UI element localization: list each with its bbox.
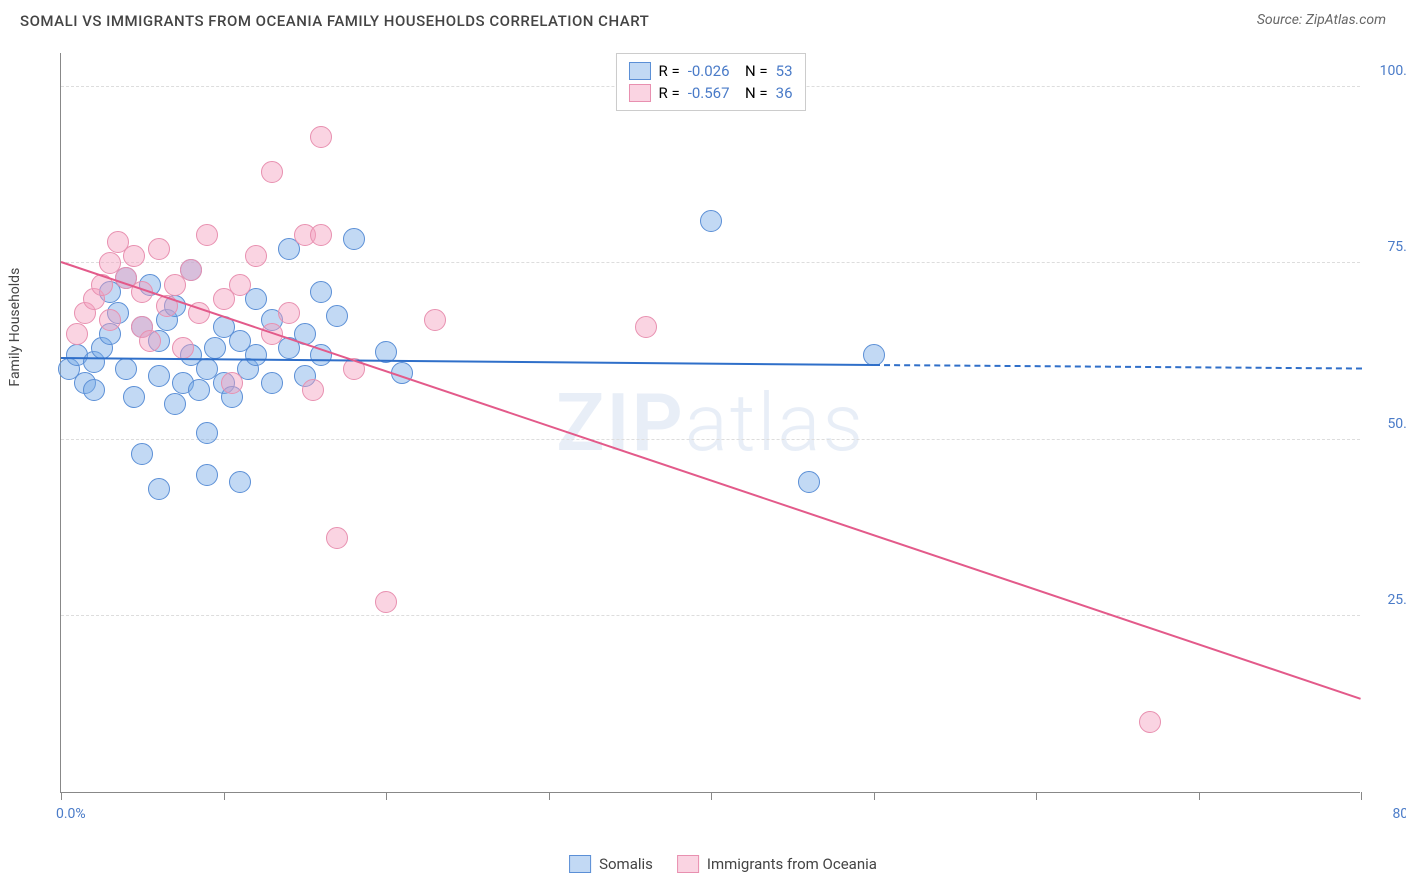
chart-header: SOMALI VS IMMIGRANTS FROM OCEANIA FAMILY… bbox=[0, 0, 1406, 38]
chart-container: Family Households ZIPatlas R = -0.026 N … bbox=[60, 38, 1386, 838]
data-point bbox=[123, 386, 145, 408]
plot-area: ZIPatlas R = -0.026 N = 53R = -0.567 N =… bbox=[60, 53, 1360, 793]
data-point bbox=[123, 245, 145, 267]
legend-r-value: -0.026 bbox=[688, 62, 730, 80]
data-point bbox=[261, 161, 283, 183]
data-point bbox=[221, 372, 243, 394]
data-point bbox=[99, 309, 121, 331]
xtick bbox=[1199, 792, 1200, 800]
series-legend: Somalis Immigrants from Oceania bbox=[569, 855, 877, 873]
data-point bbox=[635, 316, 657, 338]
ytick-label: 100.0% bbox=[1380, 63, 1406, 79]
data-point bbox=[188, 379, 210, 401]
xtick bbox=[874, 792, 875, 800]
ytick-label: 25.0% bbox=[1387, 592, 1406, 608]
legend-n-value: 36 bbox=[776, 84, 793, 102]
data-point bbox=[798, 471, 820, 493]
legend-r-label: R = bbox=[658, 62, 679, 80]
data-point bbox=[700, 210, 722, 232]
data-point bbox=[310, 281, 332, 303]
data-point bbox=[326, 305, 348, 327]
data-point bbox=[180, 259, 202, 281]
source-credit: Source: ZipAtlas.com bbox=[1257, 12, 1386, 30]
data-point bbox=[326, 527, 348, 549]
ytick-label: 75.0% bbox=[1387, 239, 1406, 255]
legend-swatch bbox=[677, 855, 699, 873]
data-point bbox=[148, 478, 170, 500]
data-point bbox=[148, 365, 170, 387]
legend-row: R = -0.026 N = 53 bbox=[628, 60, 792, 82]
legend-r-label: R = bbox=[658, 84, 679, 102]
data-point bbox=[196, 224, 218, 246]
legend-r-value: -0.567 bbox=[688, 84, 730, 102]
legend-swatch bbox=[569, 855, 591, 873]
data-point bbox=[229, 274, 251, 296]
data-point bbox=[229, 471, 251, 493]
data-point bbox=[139, 330, 161, 352]
gridline bbox=[61, 439, 1360, 440]
xtick bbox=[386, 792, 387, 800]
trend-line bbox=[61, 261, 1362, 700]
data-point bbox=[245, 245, 267, 267]
watermark: ZIPatlas bbox=[556, 376, 865, 470]
legend-n-label: N = bbox=[738, 84, 768, 102]
legend-n-label: N = bbox=[738, 62, 768, 80]
watermark-light: atlas bbox=[685, 376, 865, 470]
data-point bbox=[115, 358, 137, 380]
data-point bbox=[424, 309, 446, 331]
data-point bbox=[131, 443, 153, 465]
legend-swatch bbox=[628, 62, 650, 80]
xaxis-min-label: 0.0% bbox=[56, 806, 86, 822]
data-point bbox=[245, 344, 267, 366]
data-point bbox=[66, 323, 88, 345]
data-point bbox=[204, 337, 226, 359]
xtick bbox=[1036, 792, 1037, 800]
legend-swatch bbox=[628, 84, 650, 102]
data-point bbox=[343, 228, 365, 250]
y-axis-label: Family Households bbox=[7, 268, 23, 387]
legend-label: Immigrants from Oceania bbox=[707, 855, 877, 873]
data-point bbox=[278, 302, 300, 324]
data-point bbox=[310, 224, 332, 246]
data-point bbox=[310, 126, 332, 148]
legend-row: R = -0.567 N = 36 bbox=[628, 82, 792, 104]
ytick-label: 50.0% bbox=[1387, 416, 1406, 432]
xtick bbox=[711, 792, 712, 800]
xtick bbox=[1361, 792, 1362, 800]
bottom-legend-item: Somalis bbox=[569, 855, 653, 873]
data-point bbox=[302, 379, 324, 401]
data-point bbox=[375, 591, 397, 613]
data-point bbox=[863, 344, 885, 366]
data-point bbox=[196, 464, 218, 486]
xtick bbox=[61, 792, 62, 800]
xaxis-max-label: 80.0% bbox=[1392, 806, 1406, 822]
data-point bbox=[83, 379, 105, 401]
data-point bbox=[164, 393, 186, 415]
data-point bbox=[172, 337, 194, 359]
watermark-bold: ZIP bbox=[556, 376, 685, 470]
data-point bbox=[1139, 711, 1161, 733]
correlation-legend: R = -0.026 N = 53R = -0.567 N = 36 bbox=[615, 53, 805, 111]
data-point bbox=[196, 422, 218, 444]
gridline bbox=[61, 615, 1360, 616]
trend-line-dashed bbox=[873, 364, 1361, 370]
bottom-legend-item: Immigrants from Oceania bbox=[677, 855, 877, 873]
xtick bbox=[549, 792, 550, 800]
data-point bbox=[148, 238, 170, 260]
legend-label: Somalis bbox=[599, 855, 653, 873]
xtick bbox=[224, 792, 225, 800]
legend-n-value: 53 bbox=[776, 62, 793, 80]
data-point bbox=[261, 372, 283, 394]
chart-title: SOMALI VS IMMIGRANTS FROM OCEANIA FAMILY… bbox=[20, 12, 649, 30]
